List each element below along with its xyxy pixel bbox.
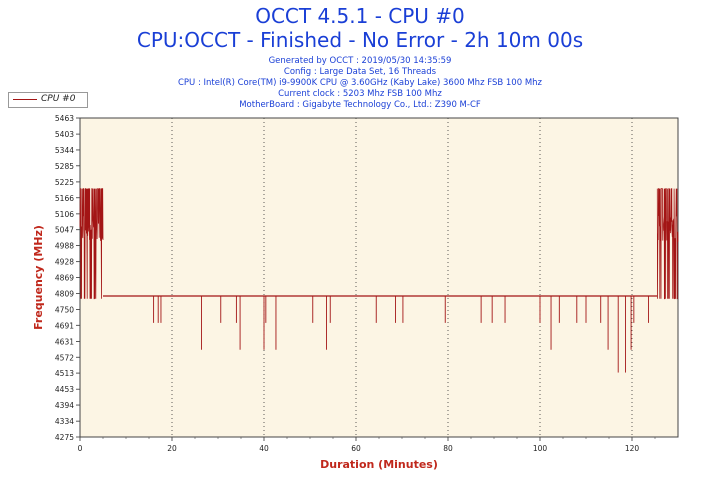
series-burst	[656, 188, 679, 300]
y-tick-label: 5047	[55, 226, 74, 235]
y-tick-label: 5166	[55, 194, 74, 203]
legend-label: CPU #0	[41, 94, 76, 104]
y-tick-label: 4275	[55, 433, 74, 442]
y-tick-label: 4334	[55, 417, 74, 426]
x-tick-label: 80	[443, 444, 453, 453]
x-tick-label: 0	[78, 444, 83, 453]
y-axis-label: Frequency (MHz)	[32, 225, 45, 330]
y-tick-label: 4750	[55, 305, 74, 314]
x-tick-label: 120	[625, 444, 640, 453]
series-burst	[79, 188, 104, 300]
y-tick-label: 4691	[55, 321, 74, 330]
y-tick-label: 5403	[55, 130, 74, 139]
info-generated: Generated by OCCT : 2019/05/30 14:35:59	[268, 56, 452, 66]
y-tick-label: 4394	[55, 401, 74, 410]
y-tick-label: 4869	[55, 274, 74, 283]
y-tick-label: 5344	[55, 146, 74, 155]
x-tick-label: 40	[259, 444, 269, 453]
y-tick-label: 4513	[55, 369, 74, 378]
y-tick-label: 5285	[55, 162, 74, 171]
y-tick-label: 4631	[55, 337, 74, 346]
info-current-clock: Current clock : 5203 Mhz FSB 100 Mhz	[278, 89, 442, 99]
x-tick-label: 100	[533, 444, 548, 453]
info-motherboard: MotherBoard : Gigabyte Technology Co., L…	[239, 100, 481, 110]
chart-subtitle: CPU:OCCT - Finished - No Error - 2h 10m …	[136, 28, 584, 52]
plot-frame	[79, 117, 679, 438]
x-tick-label: 60	[351, 444, 361, 453]
y-tick-label: 4928	[55, 258, 74, 267]
x-axis-label: Duration (Minutes)	[320, 458, 438, 471]
y-tick-label: 4809	[55, 290, 74, 299]
y-tick-label: 4988	[55, 242, 74, 251]
info-config: Config : Large Data Set, 16 Threads	[283, 67, 437, 77]
y-tick-label: 5106	[55, 210, 74, 219]
chart-title: OCCT 4.5.1 - CPU #0	[255, 4, 465, 28]
legend: CPU #0	[8, 92, 88, 108]
y-tick-label: 4572	[55, 353, 74, 362]
info-cpu: CPU : Intel(R) Core(TM) i9-9900K CPU @ 3…	[177, 78, 543, 88]
y-tick-label: 5225	[55, 178, 74, 187]
x-tick-label: 20	[167, 444, 177, 453]
plot-area	[80, 118, 678, 437]
legend-swatch	[13, 99, 37, 100]
y-tick-label: 5463	[55, 114, 74, 123]
y-tick-label: 4453	[55, 385, 74, 394]
